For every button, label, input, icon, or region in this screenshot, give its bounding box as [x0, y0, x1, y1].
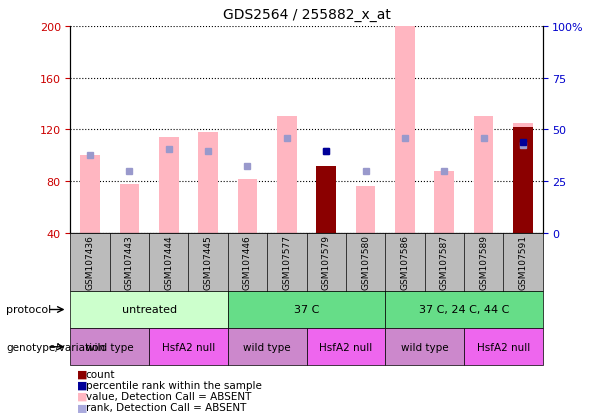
- Bar: [395, 27, 414, 233]
- Text: GSM107587: GSM107587: [440, 235, 449, 290]
- Text: GSM107444: GSM107444: [164, 235, 173, 290]
- Text: value, Detection Call = ABSENT: value, Detection Call = ABSENT: [86, 391, 251, 401]
- Bar: [120, 184, 139, 233]
- Text: protocol: protocol: [6, 305, 51, 315]
- Text: HsfA2 null: HsfA2 null: [319, 342, 373, 352]
- Text: GSM107586: GSM107586: [400, 235, 409, 290]
- Text: GSM107579: GSM107579: [322, 235, 330, 290]
- Text: rank, Detection Call = ABSENT: rank, Detection Call = ABSENT: [86, 402, 246, 412]
- Bar: [316, 166, 336, 233]
- Text: GSM107577: GSM107577: [283, 235, 291, 290]
- Title: GDS2564 / 255882_x_at: GDS2564 / 255882_x_at: [223, 8, 390, 21]
- Bar: [513, 128, 533, 233]
- Bar: [513, 123, 533, 233]
- Text: percentile rank within the sample: percentile rank within the sample: [86, 380, 262, 390]
- Text: GSM107589: GSM107589: [479, 235, 488, 290]
- Text: ■: ■: [77, 380, 87, 390]
- Text: GSM107445: GSM107445: [204, 235, 213, 290]
- Bar: [159, 138, 178, 233]
- Text: ■: ■: [77, 391, 87, 401]
- Bar: [277, 117, 297, 233]
- Bar: [199, 133, 218, 233]
- Bar: [238, 179, 257, 233]
- Text: ■: ■: [77, 369, 87, 379]
- Text: GSM107436: GSM107436: [86, 235, 94, 290]
- Text: count: count: [86, 369, 115, 379]
- Text: HsfA2 null: HsfA2 null: [162, 342, 215, 352]
- Text: GSM107446: GSM107446: [243, 235, 252, 290]
- Bar: [474, 117, 493, 233]
- Text: GSM107580: GSM107580: [361, 235, 370, 290]
- Bar: [80, 156, 100, 233]
- Bar: [356, 187, 375, 233]
- Text: GSM107591: GSM107591: [519, 235, 527, 290]
- Text: 37 C: 37 C: [294, 305, 319, 315]
- Text: wild type: wild type: [401, 342, 448, 352]
- Text: genotype/variation: genotype/variation: [6, 342, 105, 352]
- Bar: [435, 171, 454, 233]
- Text: HsfA2 null: HsfA2 null: [476, 342, 530, 352]
- Text: ■: ■: [77, 402, 87, 412]
- Text: untreated: untreated: [121, 305, 177, 315]
- Text: wild type: wild type: [243, 342, 291, 352]
- Text: 37 C, 24 C, 44 C: 37 C, 24 C, 44 C: [419, 305, 509, 315]
- Bar: [316, 166, 336, 233]
- Text: wild type: wild type: [86, 342, 134, 352]
- Text: GSM107443: GSM107443: [125, 235, 134, 290]
